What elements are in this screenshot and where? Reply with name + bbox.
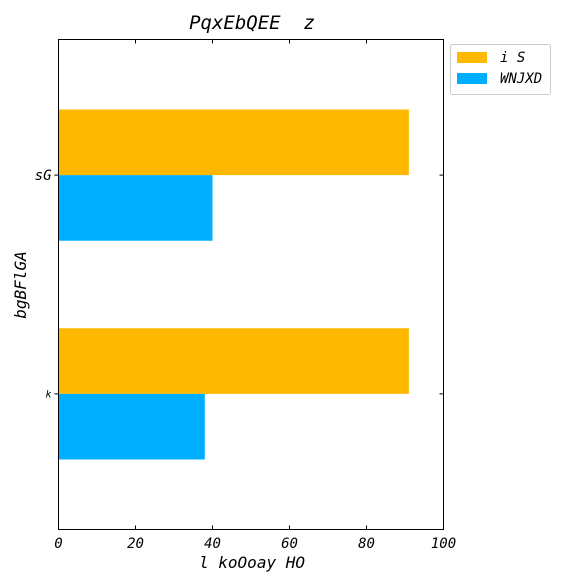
chart-title: PqxEbQEE z — [189, 12, 315, 34]
x-tick-label: 40 — [204, 536, 221, 552]
x-axis-label: l koOoay HO — [199, 553, 305, 572]
bar-k-0 — [58, 328, 409, 394]
x-tick-label: 0 — [54, 536, 62, 552]
y-tick-label: sG — [35, 168, 52, 184]
y-tick-label: k — [45, 389, 51, 400]
legend-label-0: i S — [500, 50, 525, 66]
bar-sG-1 — [58, 175, 213, 241]
x-tick-label: 20 — [127, 536, 144, 552]
legend: i S WNJXD — [450, 44, 551, 95]
bars-group — [58, 109, 409, 460]
x-tick-label: 100 — [431, 536, 456, 552]
bar-sG-0 — [58, 109, 409, 176]
x-tick-label: 60 — [281, 536, 298, 552]
legend-label-1: WNJXD — [500, 71, 542, 87]
y-axis-ticks: k sG — [35, 168, 444, 400]
legend-swatch-0 — [457, 52, 487, 63]
bar-k-1 — [58, 393, 205, 460]
x-axis-ticks: 0 20 40 60 80 100 — [54, 39, 456, 552]
x-tick-label: 80 — [358, 536, 375, 552]
legend-swatch-1 — [457, 73, 487, 84]
y-axis-label: bgBFlGA — [11, 251, 30, 318]
plot-frame — [58, 39, 444, 530]
